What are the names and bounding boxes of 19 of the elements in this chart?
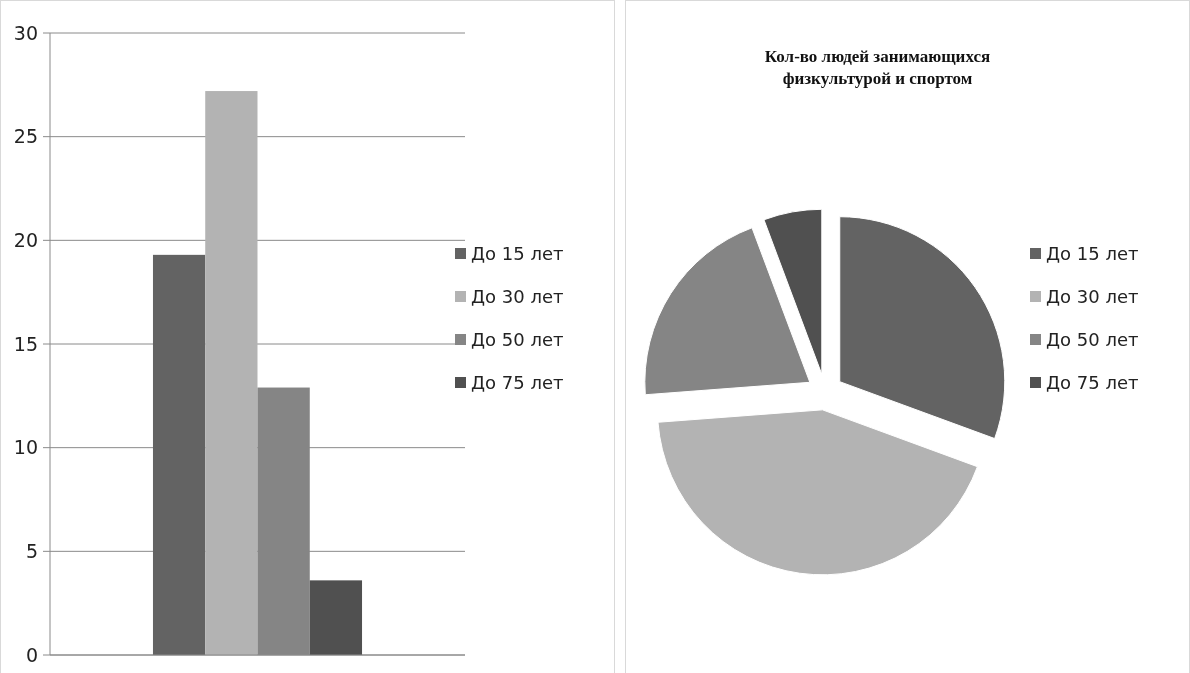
y-tick-label: 15 [13, 332, 38, 355]
legend-label: До 50 лет [471, 329, 564, 351]
y-tick-label: 20 [13, 228, 38, 251]
legend-label: До 50 лет [1046, 329, 1139, 351]
y-tick-label: 5 [25, 539, 38, 562]
legend-label: До 30 лет [1046, 286, 1139, 308]
legend-label: До 15 лет [471, 243, 564, 265]
legend-label: До 30 лет [471, 286, 564, 308]
y-tick-label: 0 [25, 643, 38, 666]
bar [152, 254, 206, 655]
bar [205, 91, 258, 655]
legend-label: До 75 лет [1046, 372, 1139, 394]
legend-label: До 75 лет [471, 372, 564, 394]
legend-label: До 15 лет [1046, 243, 1139, 265]
bar [309, 580, 363, 655]
y-tick-label: 10 [13, 436, 38, 459]
y-tick-label: 25 [13, 125, 38, 148]
y-tick-label: 30 [13, 21, 38, 44]
chart-title: Кол-во людей занимающихся физкультурой и спортом [764, 47, 991, 88]
